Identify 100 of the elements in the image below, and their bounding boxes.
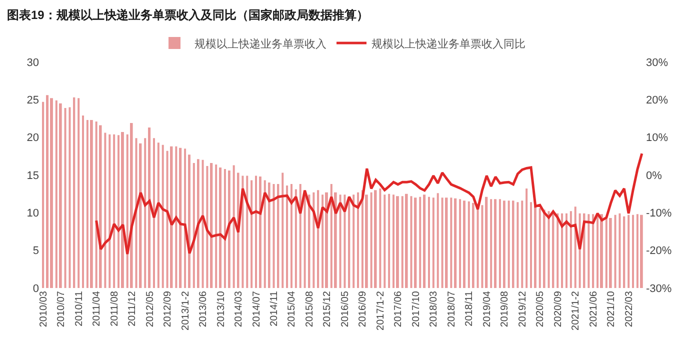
bar (596, 214, 599, 288)
bar (521, 200, 524, 288)
bar (46, 95, 49, 288)
x-tick-label: 2014/07 (251, 290, 262, 328)
bar (197, 159, 200, 288)
bar (498, 199, 501, 288)
bar (312, 192, 315, 288)
bar (108, 134, 111, 288)
bar (206, 166, 208, 288)
bar (157, 142, 160, 288)
y-tick-label: 0 (32, 282, 39, 295)
bar (130, 123, 133, 288)
x-tick-label: 2010/11 (74, 290, 85, 326)
bar (623, 216, 626, 288)
x-tick-label: 2018/07 (446, 290, 458, 328)
bar (428, 196, 430, 288)
bar (228, 170, 230, 288)
bar (628, 214, 630, 288)
x-tick-label: 2019/12 (517, 290, 528, 328)
x-tick-label: 2019/08 (500, 290, 511, 328)
x-tick-label: 2017/1-2 (375, 290, 386, 330)
y2-tick-label: 20% (646, 94, 668, 107)
legend-label: 规模以上快递业务单票收入 (194, 37, 326, 50)
bar (202, 160, 204, 288)
bar (148, 128, 151, 288)
bar (423, 194, 426, 288)
bar (432, 198, 434, 288)
bar (548, 211, 550, 288)
y-tick-label: 20 (26, 132, 39, 144)
bar (459, 199, 462, 288)
bar (419, 196, 422, 288)
bar (166, 150, 168, 288)
bar (512, 200, 514, 288)
y2-tick-label: 0% (646, 170, 662, 182)
bar (42, 102, 44, 288)
bar (246, 176, 248, 288)
bar (490, 199, 492, 288)
y-tick-label: 15 (26, 170, 39, 182)
y-tick-label: 30 (26, 56, 39, 69)
bar (144, 138, 146, 288)
x-tick-label: 2014/11 (269, 290, 280, 326)
bar (534, 204, 536, 288)
bar (530, 202, 532, 288)
bar (322, 194, 324, 288)
bar (162, 144, 164, 288)
bar (538, 208, 541, 288)
y2-tick-label: -10% (646, 208, 672, 220)
x-tick-label: 2013/1-2 (180, 290, 192, 330)
bar (463, 200, 466, 288)
bar (135, 138, 138, 288)
bar (99, 125, 102, 288)
bar (264, 180, 266, 288)
x-tick-label: 2016/05 (340, 290, 351, 328)
bar (282, 172, 284, 288)
x-tick-label: 2015/08 (304, 290, 316, 328)
bar (294, 189, 297, 288)
bar (68, 107, 71, 288)
bar (441, 198, 444, 288)
x-tick-label: 2011/08 (109, 290, 120, 326)
bar (503, 200, 506, 288)
x-tick-label: 2021/10 (606, 290, 618, 328)
bar (396, 196, 399, 288)
x-tick-label: 2011/04 (92, 290, 103, 326)
bar (250, 180, 253, 288)
bar (454, 198, 457, 288)
bar (192, 162, 195, 288)
bar (526, 188, 528, 288)
bar (410, 196, 412, 288)
bar (232, 165, 235, 288)
bar (255, 176, 258, 288)
bar (632, 214, 634, 288)
bar (82, 115, 84, 288)
bar (152, 138, 155, 288)
bar (64, 108, 66, 288)
bar (565, 213, 568, 288)
y-tick-label: 25 (26, 94, 39, 107)
bar (508, 200, 510, 288)
bar (121, 132, 124, 288)
x-tick-label: 2012/09 (162, 290, 174, 328)
y-tick-label: 10 (26, 208, 39, 220)
line-series (95, 152, 644, 256)
bar (414, 198, 417, 288)
x-tick-label: 2013/06 (198, 290, 210, 328)
x-tick-label: 2010/07 (56, 290, 68, 328)
bar (224, 168, 226, 288)
bar (268, 182, 270, 288)
bar (50, 98, 53, 288)
x-tick-label: 2021/06 (588, 290, 600, 328)
y2-tick-label: 30% (646, 56, 668, 69)
bar (561, 213, 564, 288)
bar (104, 132, 106, 288)
bar (405, 194, 408, 288)
bar (219, 167, 222, 288)
bar (556, 213, 559, 288)
bar (570, 211, 572, 288)
bar (210, 162, 213, 288)
x-tick-label: 2010/03 (38, 290, 50, 328)
bar (450, 198, 452, 288)
legend-label: 规模以上快递业务单票收入同比 (372, 37, 526, 50)
bar (472, 202, 474, 288)
